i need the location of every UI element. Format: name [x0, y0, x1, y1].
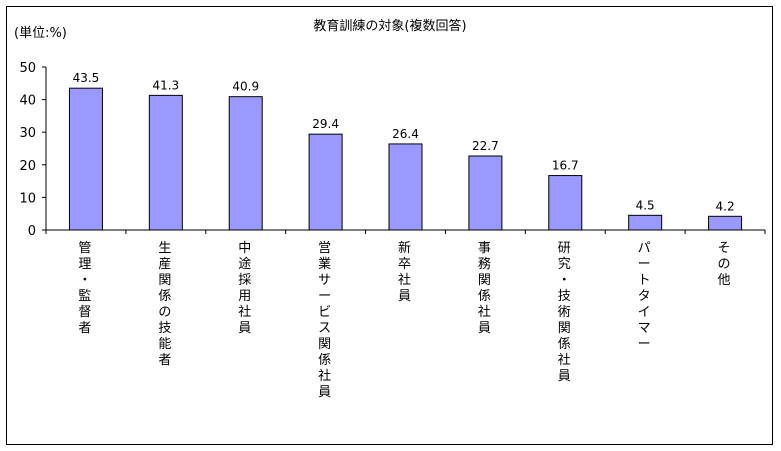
category-label: パートタイマー — [638, 241, 651, 352]
chart-title: 教育訓練の対象(複数回答) — [313, 18, 466, 34]
bar — [228, 96, 263, 231]
bar-value-label: 41.3 — [152, 78, 179, 92]
y-tick-label: 30 — [19, 126, 36, 141]
y-tick-label: 10 — [19, 191, 36, 206]
bar-value-label: 43.5 — [73, 71, 100, 85]
bar — [468, 155, 503, 231]
category-label: 研究・技術関係社員 — [558, 241, 571, 384]
y-tick-label: 0 — [28, 224, 36, 239]
unit-label: (単位:%) — [14, 25, 67, 41]
bar — [388, 143, 423, 231]
category-label: 管理・監督者 — [78, 241, 91, 336]
bar-value-label: 26.4 — [392, 127, 419, 141]
bar — [68, 87, 103, 231]
bar-value-label: 4.2 — [716, 199, 735, 213]
bar-value-label: 16.7 — [552, 159, 579, 173]
bars: 43.5 管理・監督者 41.3 生産関係の技能者 40.9 中途採用社員 29.4 営業サー… — [68, 71, 743, 400]
bar-value-label: 22.7 — [472, 139, 499, 153]
bar-value-label: 40.9 — [232, 80, 259, 94]
category-label: 新卒社員 — [398, 240, 411, 304]
y-tick-label: 40 — [19, 94, 36, 109]
y-tick-label: 20 — [19, 159, 36, 174]
bar — [548, 175, 583, 231]
category-label: 事務関係社員 — [478, 241, 491, 336]
bar — [148, 94, 183, 231]
bar-value-label: 29.4 — [312, 117, 339, 131]
category-label: 営業サービス関係社員 — [318, 241, 331, 400]
bar — [308, 133, 343, 231]
y-tick-label: 50 — [19, 61, 36, 76]
bar-value-label: 4.5 — [636, 198, 655, 212]
bar — [628, 214, 663, 231]
category-label: 生産関係の技能者 — [158, 241, 171, 368]
category-label: 中途採用社員 — [238, 241, 251, 336]
bar — [708, 215, 743, 231]
category-label: その他 — [718, 241, 731, 288]
